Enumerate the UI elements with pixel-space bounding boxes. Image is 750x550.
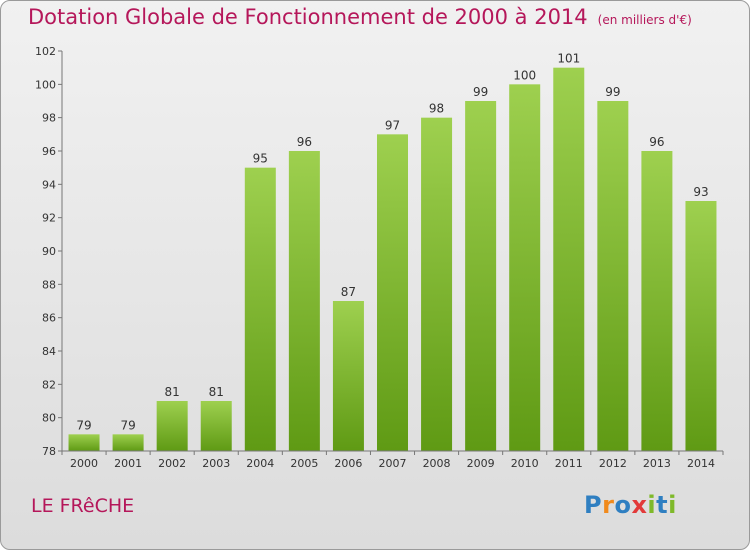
y-axis: 78 80 82 84 86 88 90 92 94 96 98 100 102 bbox=[35, 45, 63, 458]
bar bbox=[156, 401, 188, 451]
logo-letter: o bbox=[614, 491, 632, 519]
x-tick-label: 2008 bbox=[423, 457, 451, 470]
x-tick-label: 2003 bbox=[202, 457, 230, 470]
y-tick-label: 98 bbox=[42, 112, 56, 125]
y-tick-label: 96 bbox=[42, 145, 56, 158]
bar-value-label: 96 bbox=[297, 135, 312, 149]
x-axis: 2000 2001 2002 2003 2004 2005 2006 2007 2008 2009… bbox=[61, 450, 724, 470]
x-tick-label: 2000 bbox=[70, 457, 98, 470]
bar bbox=[509, 84, 541, 451]
logo-letter: i bbox=[647, 491, 657, 519]
x-tick-label: 2004 bbox=[246, 457, 274, 470]
commune-name: LE FRêCHE bbox=[31, 495, 135, 517]
logo-letter: i bbox=[668, 491, 677, 519]
bar-value-label: 95 bbox=[253, 152, 268, 166]
bar-value-label: 81 bbox=[165, 385, 180, 399]
bar-value-label: 81 bbox=[209, 385, 224, 399]
bar-value-label: 100 bbox=[513, 68, 536, 82]
y-tick-label: 78 bbox=[42, 445, 56, 458]
logo-letter: r bbox=[602, 491, 615, 519]
bar-value-label: 98 bbox=[429, 102, 444, 116]
x-tick-label: 2013 bbox=[643, 457, 671, 470]
bar-value-label: 96 bbox=[649, 135, 664, 149]
x-tick-label: 2014 bbox=[687, 457, 715, 470]
x-tick-label: 2006 bbox=[334, 457, 362, 470]
chart-subtitle: (en milliers d'€) bbox=[597, 13, 692, 27]
bar bbox=[597, 101, 629, 451]
y-tick-label: 92 bbox=[42, 212, 56, 225]
logo-letter: x bbox=[631, 491, 648, 519]
y-tick-label: 94 bbox=[42, 178, 56, 191]
y-tick-label: 100 bbox=[35, 78, 56, 91]
y-tick-label: 82 bbox=[42, 378, 56, 391]
bar bbox=[465, 101, 497, 451]
bar bbox=[288, 151, 320, 451]
y-tick-label: 102 bbox=[35, 45, 56, 58]
x-tick-label: 2010 bbox=[511, 457, 539, 470]
x-tick-label: 2012 bbox=[599, 457, 627, 470]
bar bbox=[377, 134, 408, 452]
bar-value-label: 79 bbox=[76, 418, 91, 432]
x-tick-label: 2011 bbox=[555, 457, 583, 470]
x-tick-label: 2002 bbox=[158, 457, 186, 470]
bar bbox=[244, 167, 276, 451]
bar bbox=[641, 151, 673, 451]
bar-value-label: 99 bbox=[473, 85, 488, 99]
y-tick-label: 84 bbox=[42, 345, 56, 358]
bar bbox=[112, 434, 144, 451]
y-tick-label: 88 bbox=[42, 278, 56, 291]
bar bbox=[421, 117, 453, 452]
bar bbox=[685, 201, 717, 451]
chart-title: Dotation Globale de Fonctionnement de 20… bbox=[28, 5, 692, 29]
bar-value-label: 101 bbox=[557, 52, 580, 66]
bar bbox=[200, 401, 232, 451]
y-tick-label: 90 bbox=[42, 245, 56, 258]
bar-value-label: 97 bbox=[385, 118, 400, 132]
bar bbox=[68, 434, 100, 451]
bar-value-label: 93 bbox=[693, 185, 708, 199]
bar-value-label: 87 bbox=[341, 285, 356, 299]
bar-value-label: 99 bbox=[605, 85, 620, 99]
proxiti-logo[interactable]: Proxiti bbox=[584, 491, 677, 519]
x-tick-label: 2001 bbox=[114, 457, 142, 470]
x-tick-label: 2007 bbox=[379, 457, 407, 470]
logo-letter: P bbox=[584, 491, 603, 519]
chart-title-text: Dotation Globale de Fonctionnement de 20… bbox=[28, 5, 588, 29]
bars: 79 79 81 81 95 96 87 97 98 99 100 101 99 96 93 bbox=[68, 52, 717, 452]
bar bbox=[553, 67, 585, 452]
bar-value-label: 79 bbox=[120, 418, 135, 432]
x-tick-label: 2009 bbox=[467, 457, 495, 470]
y-tick-label: 86 bbox=[42, 312, 56, 325]
x-tick-label: 2005 bbox=[290, 457, 318, 470]
logo-letter: t bbox=[656, 491, 669, 519]
y-tick-label: 80 bbox=[42, 412, 56, 425]
bar bbox=[332, 301, 364, 451]
